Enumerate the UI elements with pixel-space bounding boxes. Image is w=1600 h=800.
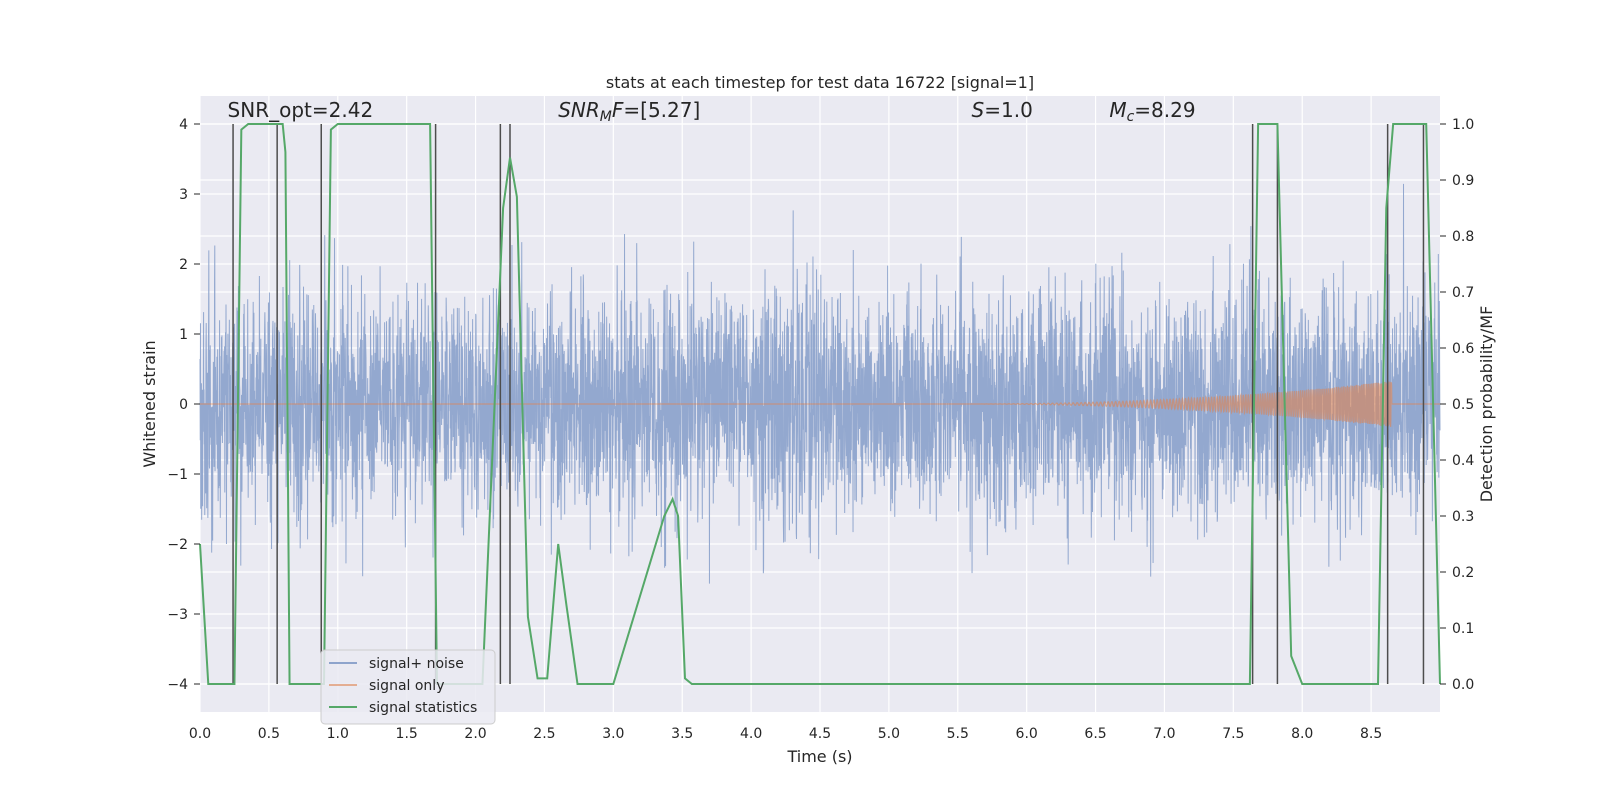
x-tick-label: 3.0 bbox=[602, 726, 624, 742]
y-right-tick-label: 0.5 bbox=[1452, 397, 1474, 413]
y-axis-left-label: Whitened strain bbox=[140, 340, 159, 467]
x-tick-label: 1.5 bbox=[396, 726, 418, 742]
y-right-tick-label: 0.3 bbox=[1452, 509, 1474, 525]
x-tick-label: 8.0 bbox=[1291, 726, 1313, 742]
x-tick-label: 6.5 bbox=[1084, 726, 1106, 742]
x-tick-label: 7.5 bbox=[1222, 726, 1244, 742]
annotations: SNR_opt=2.42 SNRMF=[5.27] S=1.0 Mc=8.29 bbox=[228, 98, 1196, 125]
y-left-tick-label: 1 bbox=[179, 327, 188, 343]
chirp-trace bbox=[200, 381, 1440, 427]
y-axis-right-label: Detection probability/MF bbox=[1477, 306, 1496, 503]
y-axis-right: 0.0 0.1 0.2 0.3 0.4 0.5 0.6 0.7 0.8 0.9 1.0 bbox=[1440, 117, 1474, 693]
annotation-mc: Mc=8.29 bbox=[1109, 98, 1195, 125]
x-axis-label: Time (s) bbox=[786, 747, 852, 766]
x-tick-label: 4.0 bbox=[740, 726, 762, 742]
x-tick-label: 2.5 bbox=[533, 726, 555, 742]
legend: signal+ noise signal only signal statist… bbox=[320, 649, 496, 725]
y-axis-left: −4 −3 −2 −1 0 1 2 3 4 bbox=[167, 117, 200, 693]
y-left-tick-label: −1 bbox=[167, 467, 188, 483]
x-tick-label: 6.0 bbox=[1016, 726, 1038, 742]
annotation-snr-opt: SNR_opt=2.42 bbox=[228, 98, 374, 122]
y-right-tick-label: 0.2 bbox=[1452, 565, 1474, 581]
stats-line bbox=[199, 123, 1441, 685]
x-tick-label: 2.0 bbox=[464, 726, 486, 742]
y-left-tick-label: −4 bbox=[167, 677, 188, 693]
y-right-tick-label: 0.7 bbox=[1452, 285, 1474, 301]
x-tick-label: 3.5 bbox=[671, 726, 693, 742]
y-left-tick-label: 3 bbox=[179, 187, 188, 203]
x-axis: 0.0 0.5 1.0 1.5 2.0 2.5 3.0 3.5 4.0 4.5 5.0 5.5 6.0 6… bbox=[189, 726, 1382, 742]
x-tick-label: 0.0 bbox=[189, 726, 211, 742]
y-left-tick-label: 4 bbox=[179, 117, 188, 133]
y-left-tick-label: 2 bbox=[179, 257, 188, 273]
legend-label-noise: signal+ noise bbox=[369, 656, 464, 672]
y-right-tick-label: 0.1 bbox=[1452, 621, 1474, 637]
signal-only-series bbox=[200, 381, 1440, 427]
y-left-tick-label: −2 bbox=[167, 537, 188, 553]
x-tick-label: 4.5 bbox=[809, 726, 831, 742]
chart-title: stats at each timestep for test data 167… bbox=[606, 73, 1034, 92]
legend-box bbox=[320, 649, 496, 725]
x-tick-label: 5.5 bbox=[947, 726, 969, 742]
x-tick-label: 5.0 bbox=[878, 726, 900, 742]
x-tick-label: 8.5 bbox=[1360, 726, 1382, 742]
y-right-tick-label: 0.0 bbox=[1452, 677, 1474, 693]
y-right-tick-label: 0.8 bbox=[1452, 229, 1474, 245]
y-right-tick-label: 1.0 bbox=[1452, 117, 1474, 133]
legend-label-stats: signal statistics bbox=[369, 700, 477, 716]
vertical-markers bbox=[232, 124, 1425, 684]
y-left-tick-label: 0 bbox=[179, 397, 188, 413]
annotation-s: S=1.0 bbox=[972, 98, 1033, 122]
legend-label-signal: signal only bbox=[369, 678, 444, 694]
y-left-tick-label: −3 bbox=[167, 607, 188, 623]
y-right-tick-label: 0.9 bbox=[1452, 173, 1474, 189]
signal-statistics-series bbox=[199, 123, 1441, 685]
x-tick-label: 1.0 bbox=[327, 726, 349, 742]
y-right-tick-label: 0.4 bbox=[1452, 453, 1474, 469]
x-tick-label: 7.0 bbox=[1153, 726, 1175, 742]
y-right-tick-label: 0.6 bbox=[1452, 341, 1474, 357]
annotation-mf: SNRMF=[5.27] bbox=[558, 98, 700, 125]
x-tick-label: 0.5 bbox=[258, 726, 280, 742]
